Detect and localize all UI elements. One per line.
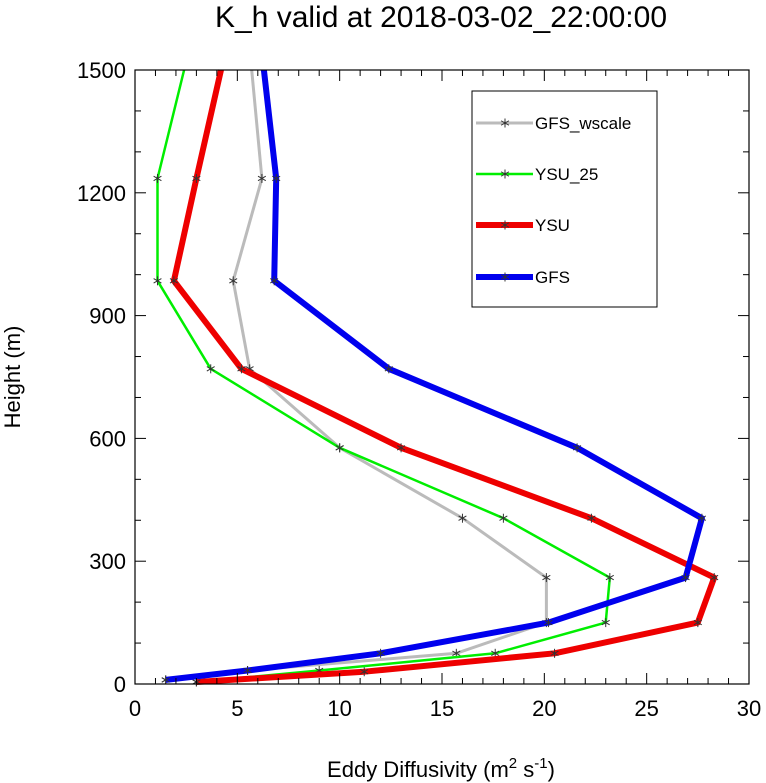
x-axis-title-mid: s [517, 757, 534, 782]
x-axis-title-main: Eddy Diffusivity (m [327, 757, 509, 782]
series-ysu [169, 69, 719, 687]
x-tick-label: 25 [634, 696, 658, 721]
data-point [499, 513, 508, 523]
x-tick-label: 10 [327, 696, 351, 721]
data-point [550, 648, 559, 658]
data-point [605, 573, 614, 583]
x-axis-title-sup2: -1 [534, 755, 547, 772]
data-point [544, 618, 553, 628]
x-axis-title-sup1: 2 [509, 755, 517, 772]
legend-label: GFS_wscale [535, 114, 631, 133]
data-point [335, 443, 344, 453]
data-point [376, 648, 385, 658]
legend-marker [500, 220, 510, 230]
data-point [270, 276, 279, 286]
legend-label: GFS [535, 268, 570, 287]
legend: GFS_wscale YSU_25 YSU GFS [476, 114, 631, 287]
data-point [542, 573, 551, 583]
data-point [601, 618, 610, 628]
legend-box [471, 90, 658, 308]
legend-marker [500, 118, 510, 128]
y-tick-label: 1500 [77, 58, 126, 83]
chart-title: K_h valid at 2018-03-02_22:00:00 [215, 1, 667, 34]
legend-item: GFS_wscale [476, 114, 631, 133]
legend-item: GFS [476, 268, 570, 287]
data-point [458, 513, 467, 523]
data-point [153, 276, 162, 286]
x-axis-title: Eddy Diffusivity (m2 s-1) [327, 755, 555, 782]
data-point [396, 443, 406, 453]
y-axis-title: Height (m) [0, 326, 25, 429]
x-axis-title-end: ) [548, 757, 555, 782]
data-point [257, 173, 267, 183]
data-point [161, 675, 170, 685]
y-tick-label: 900 [89, 304, 126, 329]
series-gfs [161, 69, 707, 685]
data-point [681, 573, 690, 583]
data-point [237, 364, 246, 374]
data-point [243, 665, 252, 675]
data-point [272, 173, 281, 183]
data-point [693, 618, 702, 628]
legend-marker [500, 169, 510, 179]
y-tick-label: 1200 [77, 181, 126, 206]
legend-label: YSU_25 [535, 165, 598, 184]
x-tick-label: 20 [532, 696, 556, 721]
data-point [710, 573, 719, 583]
y-tick-label: 0 [114, 672, 126, 697]
data-point [572, 443, 582, 453]
legend-label: YSU [535, 216, 570, 235]
legend-marker [500, 272, 510, 282]
data-point [384, 364, 393, 374]
y-tick-label: 300 [89, 549, 126, 574]
legend-item: YSU [476, 216, 570, 235]
x-tick-label: 15 [430, 696, 454, 721]
data-point [697, 513, 707, 523]
data-point [192, 173, 201, 183]
data-point [229, 276, 238, 286]
x-tick-label: 5 [231, 696, 243, 721]
data-point [169, 276, 179, 286]
y-tick-label: 600 [89, 426, 126, 451]
data-point [206, 364, 215, 374]
series-layer [153, 69, 719, 687]
data-point [360, 667, 369, 677]
x-tick-label: 30 [737, 696, 761, 721]
data-point [153, 173, 162, 183]
legend-item: YSU_25 [476, 165, 598, 184]
x-tick-label: 0 [129, 696, 141, 721]
data-point [587, 513, 596, 523]
